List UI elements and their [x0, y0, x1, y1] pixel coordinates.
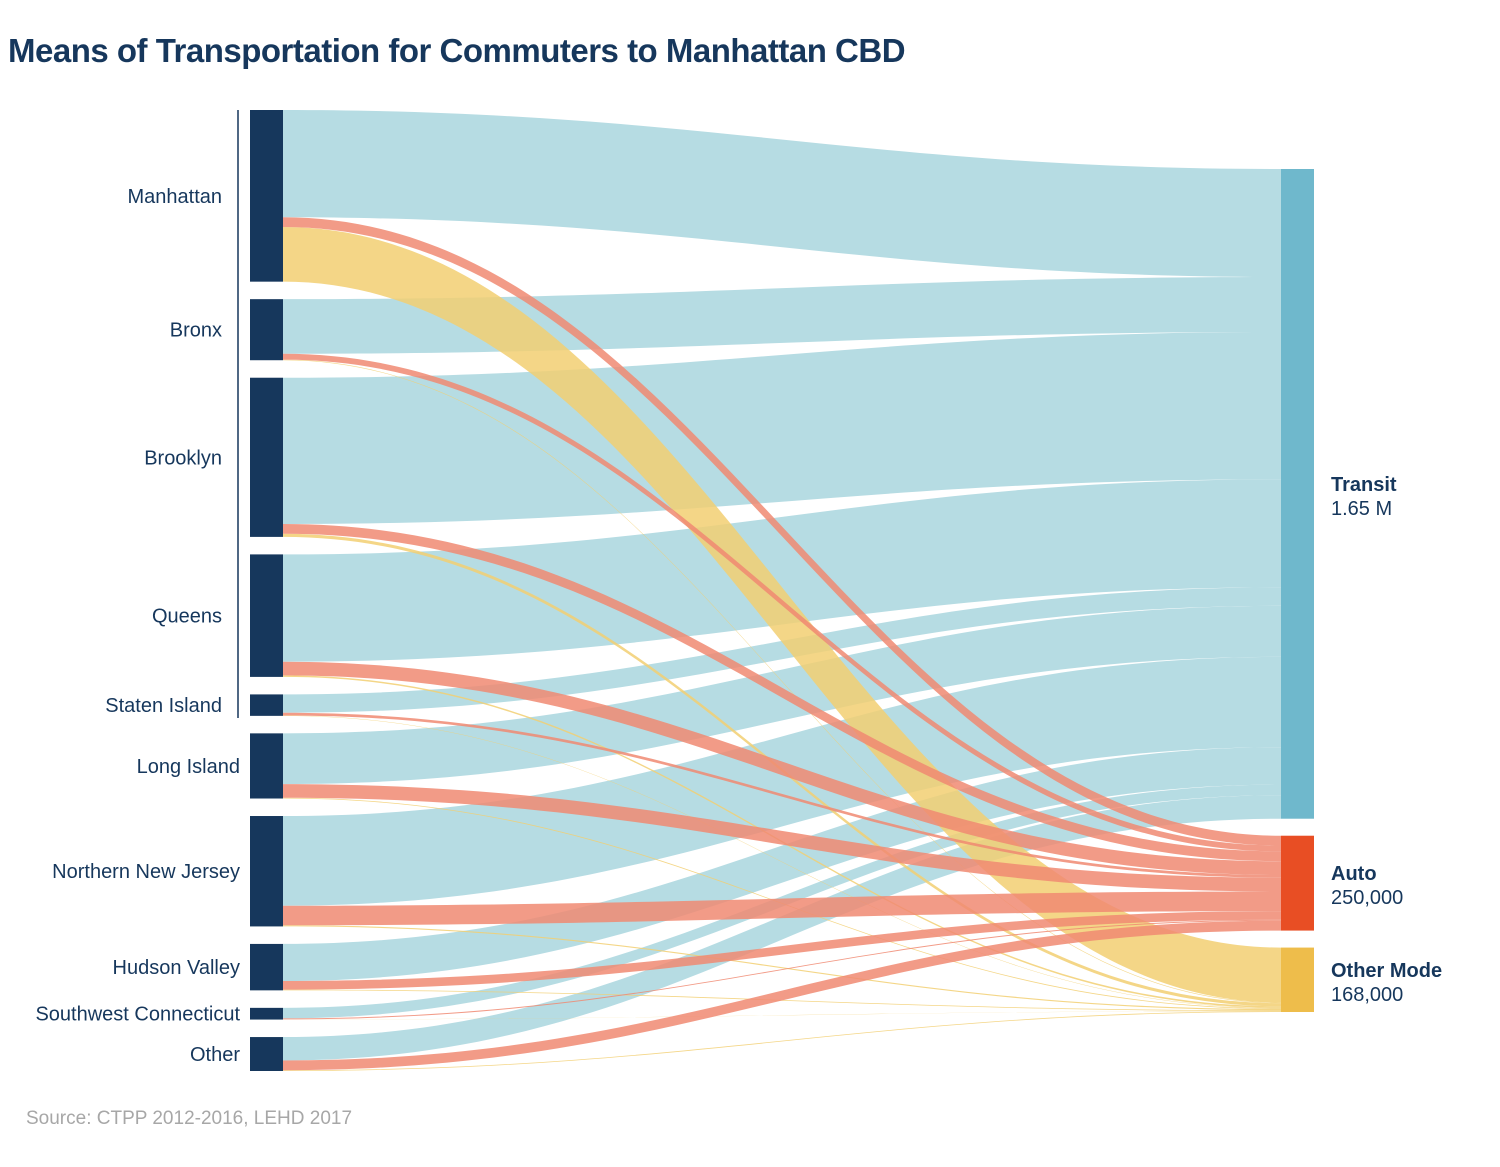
- node-queens: [250, 554, 283, 677]
- value-other-mode: 168,000: [1331, 984, 1403, 1006]
- flow-northern-new-jersey-transit: [283, 656, 1281, 906]
- flow-manhattan-auto: [283, 217, 1281, 846]
- value-auto: 250,000: [1331, 887, 1403, 909]
- flow-bronx-auto: [283, 353, 1281, 852]
- label-manhattan: Manhattan: [127, 186, 222, 208]
- flow-hudson-valley-auto: [283, 911, 1281, 990]
- node-hudson-valley: [250, 943, 283, 991]
- flow-other-transit: [283, 795, 1281, 1061]
- flow-staten-island-auto: [283, 712, 1281, 878]
- label-layer: Manhattan Bronx Brooklyn Queens Staten Islan…: [35, 186, 1442, 1066]
- label-queens: Queens: [152, 606, 222, 628]
- label-southwest-connecticut: Southwest Connecticut: [35, 1004, 240, 1026]
- flow-southwest-connecticut-auto: [283, 919, 1281, 1020]
- label-staten-island: Staten Island: [105, 695, 222, 717]
- flow-staten-island-transit: [283, 587, 1281, 713]
- label-other-mode: Other Mode: [1331, 960, 1442, 982]
- label-northern-new-jersey: Northern New Jersey: [52, 861, 240, 883]
- node-bronx: [250, 299, 283, 361]
- flow-manhattan-other: [283, 227, 1281, 1003]
- label-other: Other: [190, 1044, 240, 1066]
- flow-brooklyn-transit: [283, 332, 1281, 525]
- flow-layer: [283, 110, 1281, 1071]
- node-layer: [250, 110, 1314, 1071]
- node-southwest-connecticut: [250, 1007, 283, 1020]
- label-transit: Transit: [1331, 474, 1397, 496]
- flow-queens-auto: [283, 661, 1281, 875]
- node-long-island: [250, 733, 283, 799]
- value-transit: 1.65 M: [1331, 498, 1392, 520]
- node-auto: [1281, 835, 1314, 931]
- node-transit: [1281, 169, 1314, 819]
- label-bronx: Bronx: [170, 320, 222, 342]
- label-auto: Auto: [1331, 863, 1377, 885]
- chart-title: Means of Transportation for Commuters to…: [8, 32, 906, 69]
- flow-northern-new-jersey-other: [283, 925, 1281, 1011]
- flow-northern-new-jersey-auto: [283, 891, 1281, 926]
- node-other: [250, 1037, 283, 1071]
- label-brooklyn: Brooklyn: [144, 447, 222, 469]
- node-northern-new-jersey: [250, 816, 283, 927]
- node-brooklyn: [250, 377, 283, 537]
- source-note: Source: CTPP 2012-2016, LEHD 2017: [26, 1108, 353, 1129]
- node-manhattan: [250, 110, 283, 282]
- flow-other-other: [283, 1011, 1281, 1071]
- flow-brooklyn-auto: [283, 524, 1281, 862]
- flow-queens-transit: [283, 479, 1281, 662]
- flow-staten-island-other: [283, 715, 1281, 1009]
- flow-manhattan-transit: [283, 110, 1281, 278]
- flow-southwest-connecticut-other: [283, 1011, 1281, 1020]
- flow-long-island-auto: [283, 784, 1281, 892]
- node-other-mode: [1281, 947, 1314, 1012]
- node-staten-island: [250, 694, 283, 716]
- flow-bronx-other: [283, 359, 1281, 1004]
- flow-other-auto: [283, 920, 1281, 1071]
- label-hudson-valley: Hudson Valley: [113, 957, 240, 979]
- label-long-island: Long Island: [137, 756, 240, 778]
